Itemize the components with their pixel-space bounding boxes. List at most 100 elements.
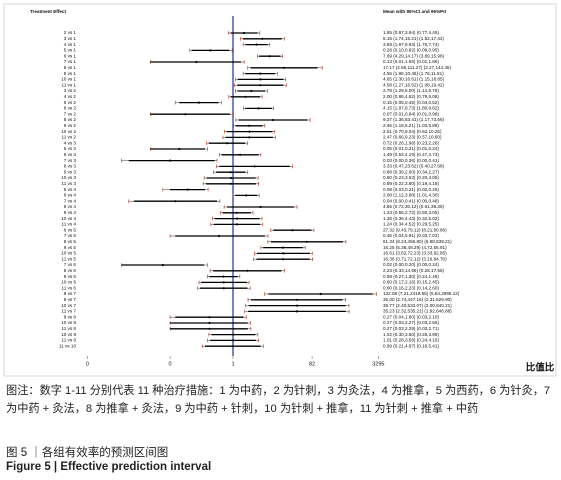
row-label: 11 vs 7 xyxy=(62,309,77,314)
mean-point xyxy=(271,118,275,122)
row-label: 11 vs 2 xyxy=(62,135,77,140)
mean-point xyxy=(208,316,211,319)
mean-point xyxy=(242,31,246,35)
row-estimate: 4.15 (1.97,8.73) (1.80,9.62) xyxy=(383,106,439,111)
row-label: 11 vs 6 xyxy=(62,285,77,290)
row-estimate: 4.55 (1.98,10.45) (1.76,11.81) xyxy=(383,71,444,76)
row-estimate: 0.28 (0.10,0.82) (0.09,0.95) xyxy=(383,48,439,53)
mean-point xyxy=(174,200,177,203)
row-label: 9 vs 2 xyxy=(64,123,77,128)
row-estimate: 27.32 (9.43,79.12) (8.21,90.86) xyxy=(383,227,447,232)
row-label: 5 vs 2 xyxy=(64,100,77,105)
row-label: 5 vs 4 xyxy=(64,187,77,192)
row-estimate: 35.00 (2.74,447.16) (2.31,529.90) xyxy=(383,297,452,302)
row-label: 10 vs 1 xyxy=(61,77,76,82)
row-label: 9 vs 1 xyxy=(64,71,77,76)
row-label: 8 vs 5 xyxy=(64,239,77,244)
mean-point xyxy=(195,60,198,64)
row-estimate: 9.27 (1.36,63.41) (1.17,73.56) xyxy=(383,117,445,122)
caption: 图注：数字 1-11 分别代表 11 种治疗措施：1 为中药，2 为针刺，3 为… xyxy=(6,385,551,415)
row-label: 6 vs 5 xyxy=(64,227,77,232)
row-estimate: 0.07 (0.01,0.84) (0.01,0.98) xyxy=(383,111,439,116)
mean-point xyxy=(229,182,233,185)
mean-point xyxy=(291,229,294,232)
row-estimate: 16.61 (3.82,72.23) (3.33,82.85) xyxy=(383,251,447,256)
row-label: 2 vs 1 xyxy=(64,30,77,35)
row-estimate: 0.27 (0.04,1.80) (0.03,2.10) xyxy=(383,314,439,319)
row-estimate: 0.27 (0.03,2.27) (0.03,2.65) xyxy=(383,320,439,325)
row-label: 7 vs 4 xyxy=(64,198,77,203)
row-estimate: 0.72 (0.26,1.98) (0.23,2.26) xyxy=(383,140,439,145)
row-estimate: 0.60 (0.17,2.16) (0.15,2.45) xyxy=(383,280,439,285)
row-label: 8 vs 2 xyxy=(64,117,77,122)
x-tick-label: 0 xyxy=(169,361,172,367)
row-estimate: 0.59 (0.27,1.30) (0.24,1.46) xyxy=(383,274,439,279)
row-label: 7 vs 2 xyxy=(64,111,77,116)
row-label: 10 vs 4 xyxy=(61,216,76,221)
row-label: 11 vs 3 xyxy=(62,181,77,186)
mean-point xyxy=(208,321,211,325)
row-estimate: 0.13 (0.01,1.56) (0.01,1.86) xyxy=(383,59,439,64)
row-estimate: 1.02 (0.30,3.50) (0.26,3.98) xyxy=(383,332,439,337)
row-estimate: 16.25 (5.36,49.29) (4.72,55.91) xyxy=(383,245,447,250)
mean-point xyxy=(186,188,189,191)
mean-point xyxy=(296,304,299,307)
forest-plot: Treatment Effect Mean with 95%CI and 95%… xyxy=(3,3,557,377)
row-estimate: 2.00 (0.88,4.52) (0.79,5.08) xyxy=(383,94,439,99)
mean-point xyxy=(257,107,260,110)
row-label: 6 vs 3 xyxy=(64,152,77,157)
row-label: 10 vs 5 xyxy=(61,251,76,256)
mean-point xyxy=(222,287,225,290)
row-label: 4 vs 1 xyxy=(64,42,77,47)
mean-point xyxy=(161,263,164,267)
row-label: 6 vs 4 xyxy=(64,193,77,198)
mean-point xyxy=(248,124,251,127)
row-estimate: 35.77 (2.40,533.07) (2.00,640.21) xyxy=(383,303,452,308)
row-estimate: 61.34 (8.24,456.80) (6.98,539.21) xyxy=(383,239,452,244)
row-label: 4 vs 3 xyxy=(64,140,77,145)
row-label: 8 vs 1 xyxy=(64,65,77,70)
mean-point xyxy=(229,171,232,174)
row-label: 10 vs 2 xyxy=(61,129,76,134)
row-estimate: 4.65 (1.30,16.61) (1.15,18.85) xyxy=(383,77,445,82)
mean-point xyxy=(209,49,212,52)
mean-point xyxy=(246,269,249,272)
row-estimate: 1.23 (0.56,2.72) (0.50,3.05) xyxy=(383,210,439,215)
row-label: 9 vs 6 xyxy=(64,274,77,279)
row-label: 10 vs 6 xyxy=(61,280,76,285)
mean-point xyxy=(222,275,225,278)
row-label: 10 vs 3 xyxy=(61,175,76,180)
x-axis-label: 比值比 xyxy=(526,362,555,374)
x-tick-label: 0 xyxy=(86,361,89,367)
mean-point xyxy=(184,113,187,116)
row-estimate: 35.23 (2.32,535.21) (1.92,646.88) xyxy=(383,309,452,314)
x-tick-label: 82 xyxy=(309,361,315,367)
row-label: 11 vs 4 xyxy=(62,222,77,227)
mean-point xyxy=(217,234,221,238)
row-estimate: 0.02 (0.00,0.20) (0.00,0.24) xyxy=(383,262,439,267)
row-label: 11 vs 1 xyxy=(62,82,77,87)
mean-point xyxy=(250,89,253,93)
mean-point xyxy=(295,310,299,313)
row-estimate: 0.15 (0.05,0.45) (0.04,0.52) xyxy=(383,100,439,105)
row-label: 6 vs 2 xyxy=(64,106,77,111)
mean-point xyxy=(259,84,262,87)
row-label: 11 vs 5 xyxy=(62,256,77,261)
row-estimate: 16.36 (3.71,72.12) (3.16,84.70) xyxy=(383,256,447,261)
mean-point xyxy=(222,281,225,284)
row-label: 7 vs 6 xyxy=(64,262,77,267)
mean-point xyxy=(244,95,247,98)
row-label: 7 vs 3 xyxy=(64,158,77,163)
row-label: 11 vs 10 xyxy=(59,343,76,348)
row-estimate: 0.99 (0.21,4.67) (0.18,5.41) xyxy=(383,343,439,348)
row-estimate: 1.85 (0.87,3.94) (0.77,4.45) xyxy=(383,30,439,35)
mean-point xyxy=(245,194,248,197)
row-label: 9 vs 3 xyxy=(64,169,77,174)
mean-point xyxy=(282,252,285,255)
mean-point xyxy=(236,217,239,220)
row-label: 6 vs 1 xyxy=(64,53,77,58)
row-label: 8 vs 6 xyxy=(64,268,77,273)
mean-point xyxy=(230,176,233,180)
row-label: 5 vs 1 xyxy=(64,48,77,53)
figure-title-cn: 图 5 ｜各组有效率的预测区间图 xyxy=(6,447,169,459)
